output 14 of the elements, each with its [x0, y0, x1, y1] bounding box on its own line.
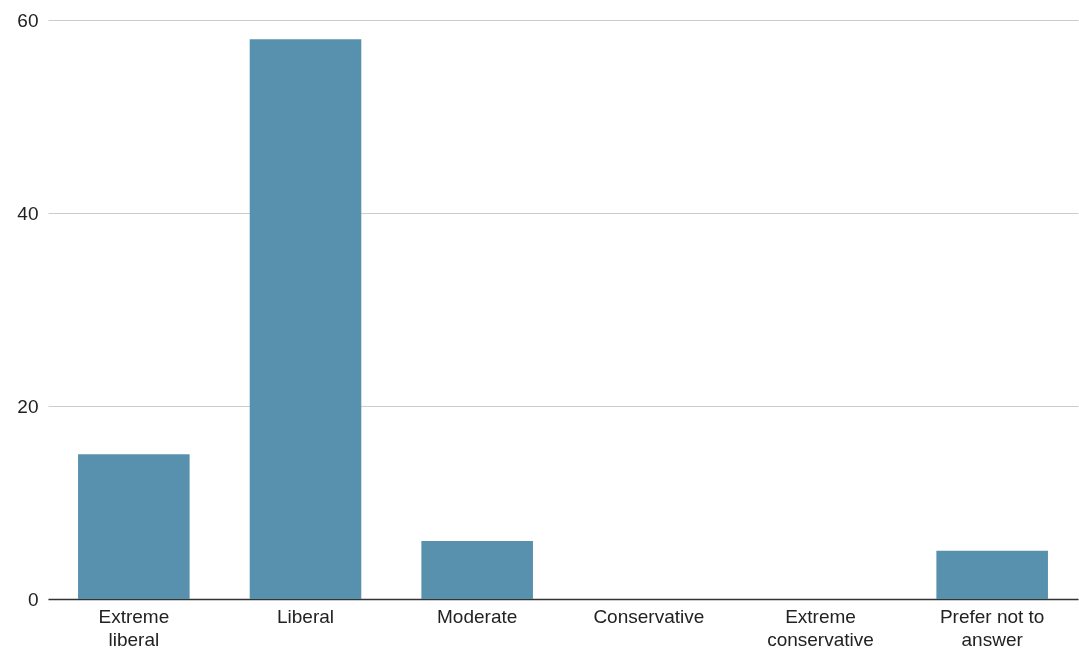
x-tick-label: Conservative	[593, 605, 705, 627]
x-tick-label: Extreme liberal	[98, 605, 170, 650]
bar	[249, 39, 362, 599]
y-tick-label: 60	[17, 9, 39, 31]
bar	[936, 550, 1048, 599]
bar	[78, 454, 190, 599]
x-tick-label: Moderate	[437, 605, 518, 627]
x-tick-label: Prefer not to answer	[939, 605, 1045, 650]
y-tick-label: 20	[17, 395, 39, 417]
bar	[421, 541, 533, 599]
y-tick-label: 0	[27, 588, 39, 610]
x-tick-label: Liberal	[276, 605, 335, 627]
x-tick-label: Extreme conservative	[767, 605, 874, 650]
y-tick-label: 40	[17, 202, 39, 224]
